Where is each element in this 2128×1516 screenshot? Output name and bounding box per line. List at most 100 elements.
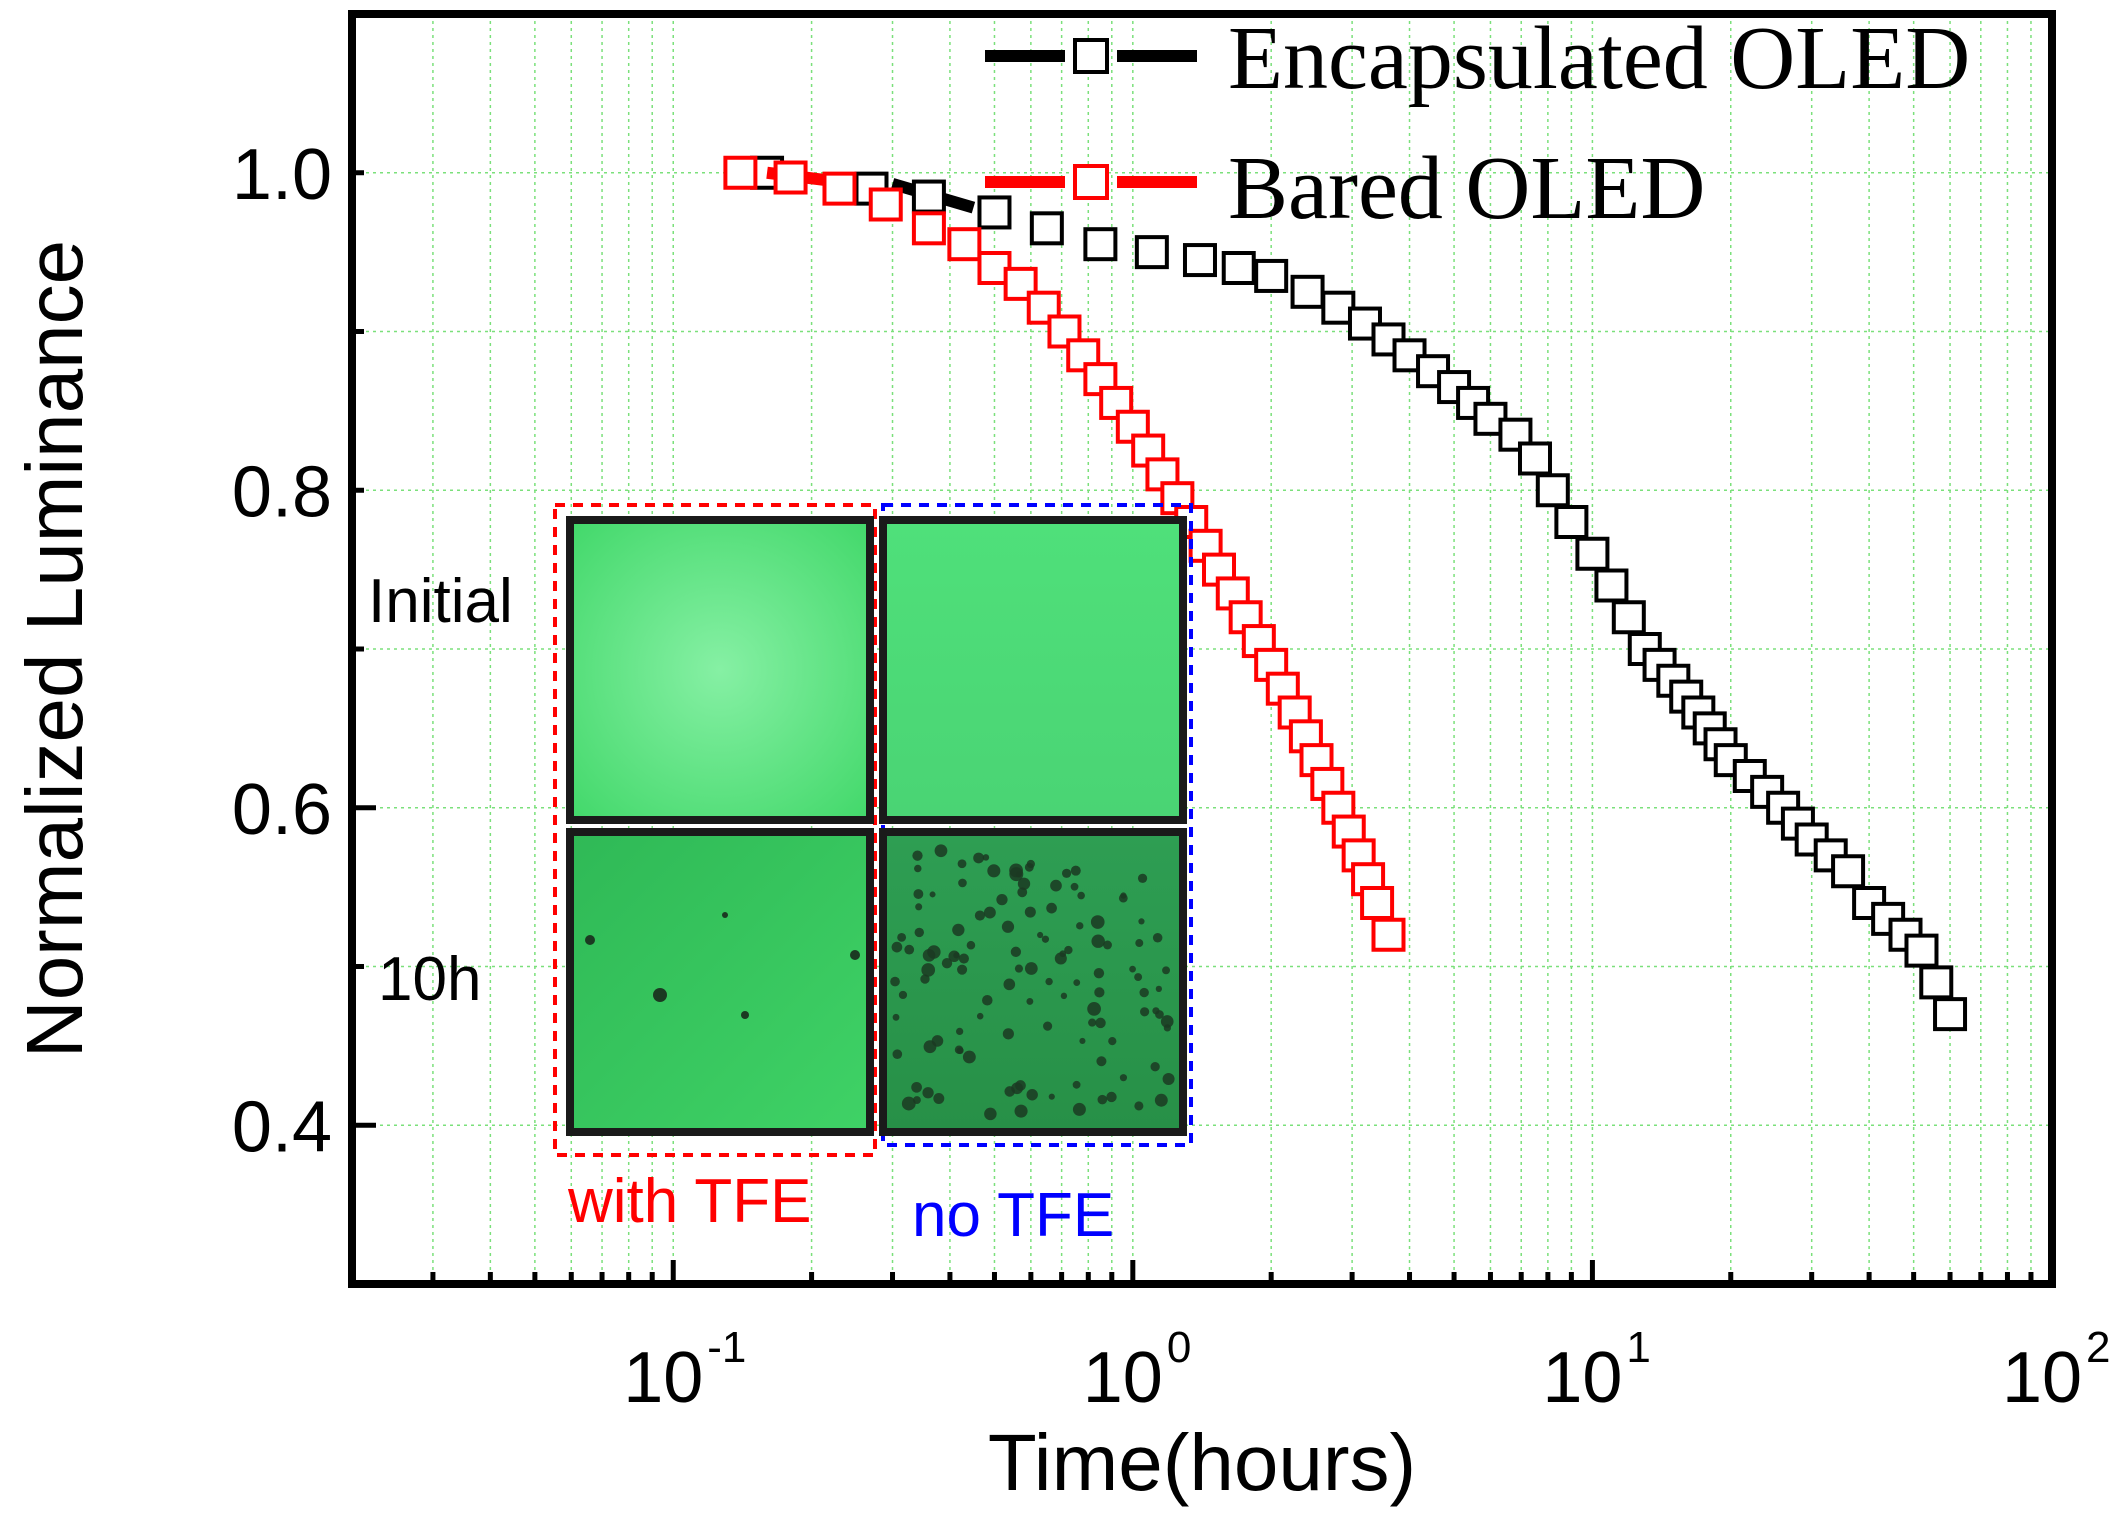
spot-with-tfe <box>741 1011 749 1019</box>
y-tick-label: 0.4 <box>232 1087 332 1167</box>
spot-no-tfe <box>1024 862 1034 872</box>
encapsulated-point <box>1182 243 1217 278</box>
spot-no-tfe <box>982 854 990 861</box>
spot-no-tfe <box>914 864 922 873</box>
spot-no-tfe <box>929 891 936 898</box>
spot-no-tfe <box>1134 1101 1144 1111</box>
spot-no-tfe <box>952 923 965 937</box>
spot-no-tfe <box>956 1027 964 1036</box>
encapsulated-point <box>1498 417 1533 452</box>
legend-label-bared: Bared OLED <box>1228 139 1705 238</box>
x-tick-exponent: 2 <box>2086 1323 2110 1372</box>
spot-no-tfe <box>911 1081 922 1093</box>
bared-point <box>1360 886 1395 920</box>
spot-no-tfe <box>1064 945 1073 955</box>
spot-no-tfe <box>1014 1104 1028 1118</box>
spot-no-tfe <box>1037 931 1044 939</box>
y-tick-label: 0.8 <box>232 452 332 532</box>
spot-no-tfe <box>892 1013 900 1021</box>
legend-marker-bared <box>1073 164 1109 200</box>
encapsulated-point <box>1575 536 1610 571</box>
spot-no-tfe <box>1003 978 1016 991</box>
spot-no-tfe <box>974 910 986 921</box>
spot-no-tfe <box>1024 906 1036 918</box>
encapsulated-point <box>1221 251 1256 285</box>
spot-no-tfe <box>1076 922 1084 930</box>
plot-frame <box>348 10 2056 1288</box>
spot-no-tfe <box>1070 882 1079 891</box>
inset-border-no-tfe <box>881 503 1193 1147</box>
encapsulated-point <box>1919 965 1954 1000</box>
x-tick-label: 10 <box>1083 1338 1163 1418</box>
spot-no-tfe <box>904 944 915 955</box>
legend-label-encapsulated: Encapsulated OLED <box>1228 9 1970 108</box>
spot-no-tfe <box>898 990 908 1000</box>
encapsulated-point <box>1611 600 1646 635</box>
spot-no-tfe <box>891 941 903 953</box>
spot-no-tfe <box>941 957 953 969</box>
spot-with-tfe <box>585 935 595 945</box>
spot-no-tfe <box>1010 946 1022 958</box>
spot-no-tfe <box>901 1096 916 1111</box>
spot-no-tfe <box>912 1096 921 1105</box>
spot-no-tfe <box>1093 967 1105 979</box>
spot-no-tfe <box>1001 920 1015 933</box>
spot-no-tfe <box>1096 1056 1107 1067</box>
spot-no-tfe <box>1154 1093 1168 1107</box>
spot-no-tfe <box>1106 1091 1117 1103</box>
spot-no-tfe <box>1137 873 1148 883</box>
spot-no-tfe <box>1155 985 1163 993</box>
spot-no-tfe <box>962 1050 976 1064</box>
spot-no-tfe <box>1061 868 1072 878</box>
spot-no-tfe <box>1119 1074 1128 1082</box>
x-tick-exponent: -1 <box>707 1323 746 1372</box>
spot-no-tfe <box>953 952 960 959</box>
spot-no-tfe <box>920 974 930 984</box>
spot-no-tfe <box>1088 1018 1097 1027</box>
series-bared <box>723 155 1406 952</box>
encapsulated-point <box>977 195 1012 230</box>
spot-no-tfe <box>1060 992 1068 1000</box>
spot-no-tfe <box>1048 1093 1055 1100</box>
spot-no-tfe <box>973 852 985 864</box>
spot-no-tfe <box>921 963 936 977</box>
spot-no-tfe <box>1134 973 1143 982</box>
bared-point <box>822 171 857 206</box>
spot-no-tfe <box>1072 1102 1086 1116</box>
spot-no-tfe <box>912 850 923 861</box>
spot-no-tfe <box>1009 863 1023 878</box>
spot-no-tfe <box>1139 987 1149 998</box>
spot-no-tfe <box>983 906 996 919</box>
spot-no-tfe <box>1087 1001 1101 1016</box>
inset-photos: Initial 10h with TFE no TFE <box>368 503 1193 1250</box>
spot-no-tfe <box>1162 1073 1175 1086</box>
encapsulated-point <box>1535 473 1570 508</box>
spot-no-tfe <box>1163 1024 1171 1032</box>
spot-no-tfe <box>1091 934 1105 948</box>
spot-no-tfe <box>923 1040 937 1054</box>
spot-no-tfe <box>984 1107 997 1121</box>
spot-no-tfe <box>982 994 993 1006</box>
spot-no-tfe <box>927 945 941 959</box>
encapsulated-point <box>911 179 946 214</box>
encapsulated-point <box>1904 933 1939 968</box>
legend-entry-bared: Bared OLED <box>985 139 1705 238</box>
spot-no-tfe <box>1041 935 1050 943</box>
spot-no-tfe <box>957 964 968 975</box>
encapsulated-point <box>1029 211 1064 246</box>
spot-no-tfe <box>1026 1089 1038 1101</box>
spot-no-tfe <box>1150 1062 1160 1072</box>
bared-point <box>947 227 982 262</box>
bared-point <box>773 160 808 195</box>
spot-no-tfe <box>966 940 976 950</box>
spot-no-tfe <box>1046 902 1057 914</box>
spot-no-tfe <box>1077 891 1085 900</box>
data-series <box>723 155 1968 1032</box>
spot-no-tfe <box>1017 887 1028 898</box>
bared-point <box>911 211 946 246</box>
x-tick-exponent: 1 <box>1626 1323 1650 1372</box>
spot-no-tfe <box>1160 1015 1174 1028</box>
spot-with-tfe <box>722 912 728 918</box>
condition-label-with-tfe: with TFE <box>567 1167 811 1236</box>
bared-point <box>1371 917 1406 952</box>
